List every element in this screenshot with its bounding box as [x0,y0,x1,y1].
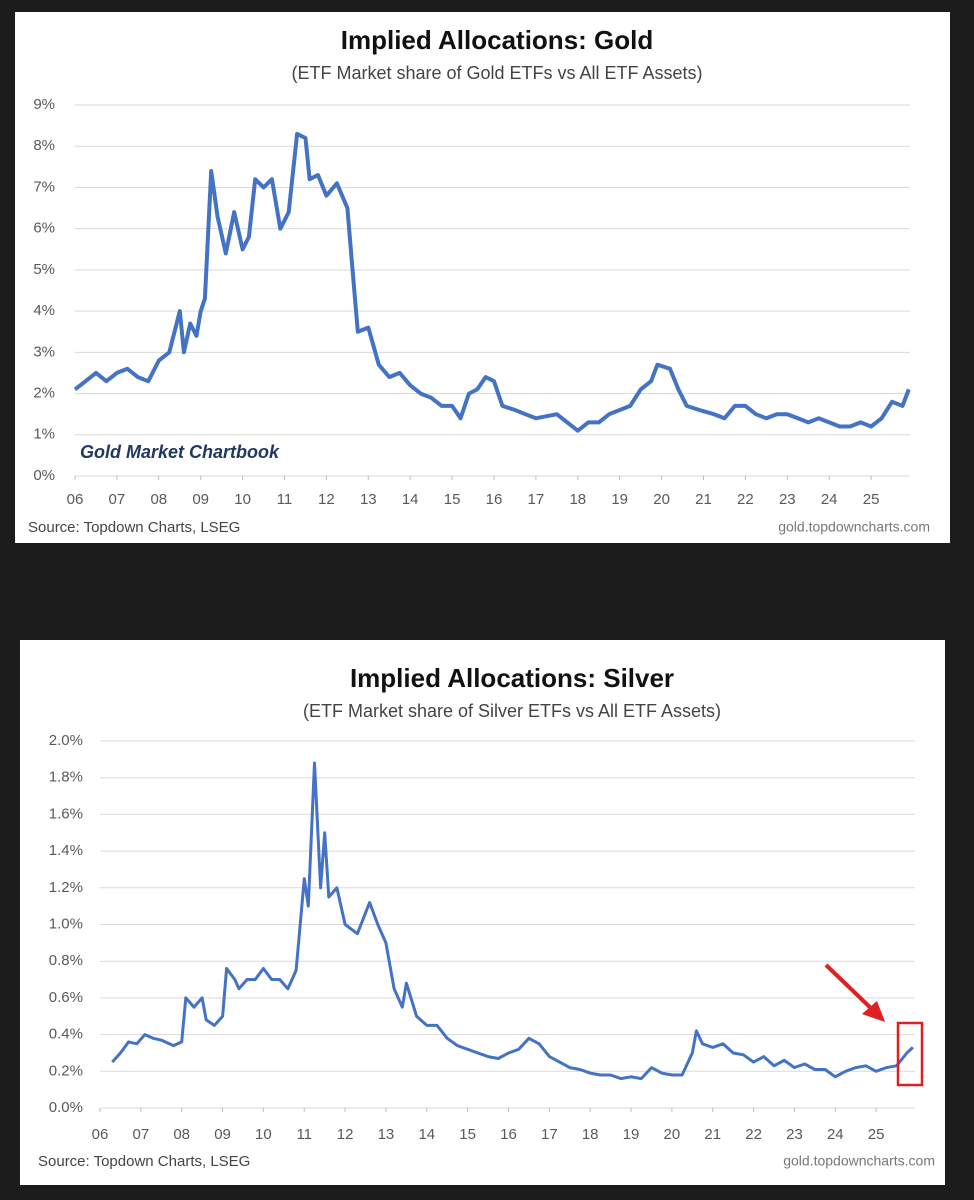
y-tick-label: 1.6% [49,805,83,822]
y-tick-label: 1% [33,426,55,443]
y-tick-label: 8% [33,137,55,154]
x-tick-label: 15 [459,1126,476,1143]
x-tick-label: 18 [569,491,586,508]
source: Source: Topdown Charts, LSEG [38,1153,250,1170]
chart-subtitle: (ETF Market share of Gold ETFs vs All ET… [291,63,702,83]
gold-panel [15,12,950,543]
x-tick-label: 13 [360,491,377,508]
credit: gold.topdowncharts.com [783,1153,935,1169]
x-tick-label: 25 [868,1126,885,1143]
x-tick-label: 19 [623,1126,640,1143]
x-tick-label: 22 [745,1126,762,1143]
x-tick-label: 08 [150,491,167,508]
y-tick-label: 6% [33,220,55,237]
x-tick-label: 11 [296,1126,312,1143]
x-tick-label: 10 [255,1126,272,1143]
chart-title: Implied Allocations: Silver [350,663,674,693]
y-tick-label: 1.8% [49,769,83,786]
x-tick-label: 15 [444,491,461,508]
y-tick-label: 0.0% [49,1099,83,1116]
chart-subtitle: (ETF Market share of Silver ETFs vs All … [303,701,721,721]
y-tick-label: 0.8% [49,952,83,969]
arrow-head [862,1001,885,1022]
x-tick-label: 14 [402,491,419,508]
x-tick-label: 22 [737,491,754,508]
x-tick-label: 23 [779,491,796,508]
y-tick-label: 1.4% [49,842,83,859]
annotation: Gold Market Chartbook [80,442,280,462]
y-tick-label: 9% [33,96,55,113]
x-tick-label: 25 [863,491,880,508]
x-tick-label: 20 [664,1126,681,1143]
x-tick-label: 21 [695,491,712,508]
marks: Implied Allocations: Gold (ETF Market sha… [28,25,935,1170]
x-tick-label: 09 [192,491,209,508]
data-line [73,131,911,433]
x-tick-label: 24 [827,1126,844,1143]
x-tick-label: 06 [92,1126,109,1143]
x-tick-label: 17 [541,1126,558,1143]
x-tick-label: 16 [500,1126,517,1143]
x-tick-label: 19 [611,491,628,508]
x-tick-label: 11 [277,491,293,508]
x-tick-label: 10 [234,491,251,508]
x-tick-label: 08 [173,1126,190,1143]
y-tick-label: 4% [33,302,55,319]
y-tick-label: 0.4% [49,1026,83,1043]
y-tick-label: 5% [33,261,55,278]
y-tick-label: 0% [33,467,55,484]
x-tick-label: 24 [821,491,838,508]
x-tick-label: 23 [786,1126,803,1143]
x-tick-label: 12 [318,491,335,508]
y-tick-label: 3% [33,343,55,360]
x-tick-label: 16 [486,491,503,508]
source: Source: Topdown Charts, LSEG [28,519,240,536]
arrow-shaft [824,963,878,1015]
y-tick-label: 7% [33,178,55,195]
x-tick-label: 21 [704,1126,721,1143]
highlight-box [896,1021,924,1087]
x-tick-label: 06 [67,491,84,508]
y-tick-label: 2% [33,385,55,402]
y-tick-label: 1.2% [49,879,83,896]
silver-panel [20,640,945,1185]
chart-title: Implied Allocations: Gold [341,25,654,55]
x-tick-label: 17 [528,491,545,508]
x-tick-label: 14 [418,1126,435,1143]
x-tick-label: 09 [214,1126,231,1143]
x-tick-label: 13 [378,1126,395,1143]
x-tick-label: 20 [653,491,670,508]
y-tick-label: 1.0% [49,915,83,932]
x-tick-label: 07 [133,1126,150,1143]
y-tick-label: 2.0% [49,732,83,749]
credit: gold.topdowncharts.com [778,519,930,535]
x-tick-label: 18 [582,1126,599,1143]
y-tick-label: 0.2% [49,1062,83,1079]
y-tick-label: 0.6% [49,989,83,1006]
data-line [111,761,914,1081]
x-tick-label: 12 [337,1126,354,1143]
x-tick-label: 07 [109,491,126,508]
